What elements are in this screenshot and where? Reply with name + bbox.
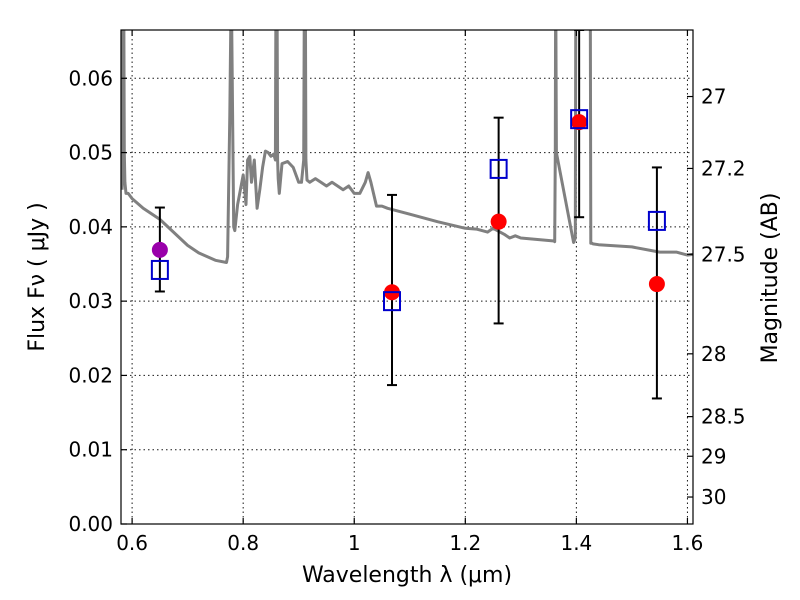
- y-tick-label: 0.06: [68, 66, 113, 90]
- observed-point: [648, 276, 665, 293]
- right-tick-label: 29: [701, 444, 726, 468]
- x-tick-label: 0.6: [116, 531, 148, 555]
- observed-point: [571, 114, 588, 131]
- right-tick-label: 27.5: [701, 242, 746, 266]
- right-tick-label: 28: [701, 342, 726, 366]
- y-tick-label: 0.05: [68, 141, 113, 165]
- right-tick-label: 27.2: [701, 156, 746, 180]
- y-tick-label: 0.00: [68, 512, 113, 536]
- x-tick-label: 1.4: [560, 531, 592, 555]
- x-axis-label: Wavelength λ (μm): [302, 563, 512, 588]
- right-tick-label: 30: [701, 485, 726, 509]
- y-tick-label: 0.01: [68, 438, 113, 462]
- model-point: [489, 158, 508, 179]
- sed-model-line: [121, 30, 693, 264]
- axes: 0.6 0.8 1 1.2 1.4 1.6 0.00 0.01 0.02 0.03 0.04 0.05…: [68, 30, 746, 555]
- model-point: [647, 210, 666, 231]
- y-tick-label: 0.04: [68, 215, 113, 239]
- model-point: [383, 291, 402, 312]
- right-tick-label: 28.5: [701, 405, 746, 429]
- x-tick-label: 0.8: [227, 531, 259, 555]
- x-tick-label: 1: [348, 531, 361, 555]
- model-point: [150, 259, 169, 280]
- data-marks: [150, 109, 666, 312]
- right-axis-label: Magnitude (AB): [758, 193, 783, 364]
- x-tick-label: 1.6: [672, 531, 704, 555]
- observed-point: [490, 213, 507, 230]
- y-axis-label: Flux Fν ( μJy ): [25, 202, 50, 351]
- y-tick-label: 0.02: [68, 363, 113, 387]
- plot-background: [121, 30, 693, 524]
- x-tick-label: 1.2: [449, 531, 481, 555]
- right-tick-label: 27: [701, 85, 726, 109]
- observed-point: [151, 241, 168, 258]
- y-tick-label: 0.03: [68, 289, 113, 313]
- plot-frame: [120, 29, 694, 525]
- model-point: [570, 109, 589, 130]
